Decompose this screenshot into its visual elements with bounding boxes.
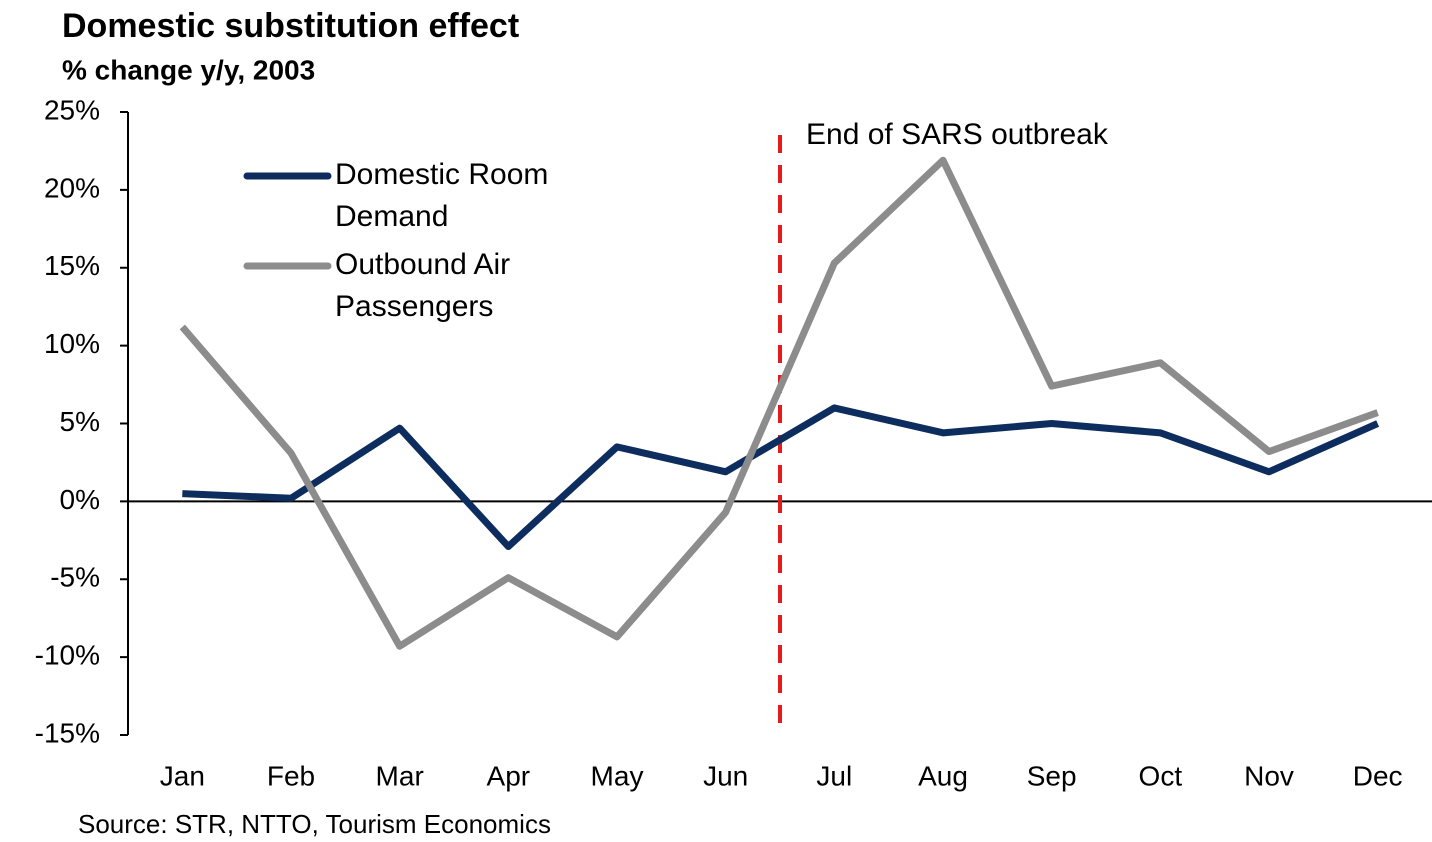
source: Source: STR, NTTO, Tourism Economics: [78, 809, 551, 839]
y-tick-label: 10%: [44, 328, 100, 359]
chart-title: Domestic substitution effect: [62, 7, 519, 45]
y-tick-label: -5%: [50, 562, 100, 593]
x-tick-label: Feb: [267, 760, 315, 791]
x-tick-label: Dec: [1353, 760, 1403, 791]
chart-subtitle: % change y/y, 2003: [62, 54, 315, 85]
legend-label: Domestic Room Demand: [335, 158, 549, 233]
y-tick-label: 0%: [60, 484, 100, 515]
x-tick-label: Apr: [487, 760, 531, 791]
legend-label: Outbound Air Passengers: [335, 248, 511, 323]
x-tick-label: May: [591, 760, 644, 791]
y-tick-label: 15%: [44, 250, 100, 281]
x-tick-label: Oct: [1139, 760, 1183, 791]
x-tick-label: Mar: [376, 760, 424, 791]
y-tick-label: -15%: [35, 717, 100, 748]
y-tick-label: 25%: [44, 94, 100, 125]
x-tick-label: Jun: [703, 760, 748, 791]
x-tick-label: Jan: [160, 760, 205, 791]
x-tick-label: Jul: [816, 760, 852, 791]
x-tick-label: Nov: [1244, 760, 1294, 791]
y-tick-label: 5%: [60, 406, 100, 437]
annotation: End of SARS outbreak: [806, 118, 1109, 151]
y-tick-label: 20%: [44, 172, 100, 203]
x-tick-label: Sep: [1027, 760, 1077, 791]
series-line: [182, 404, 1380, 551]
series-line: [179, 156, 1379, 650]
x-tick-label: Aug: [918, 760, 968, 791]
y-tick-label: -10%: [35, 640, 100, 671]
